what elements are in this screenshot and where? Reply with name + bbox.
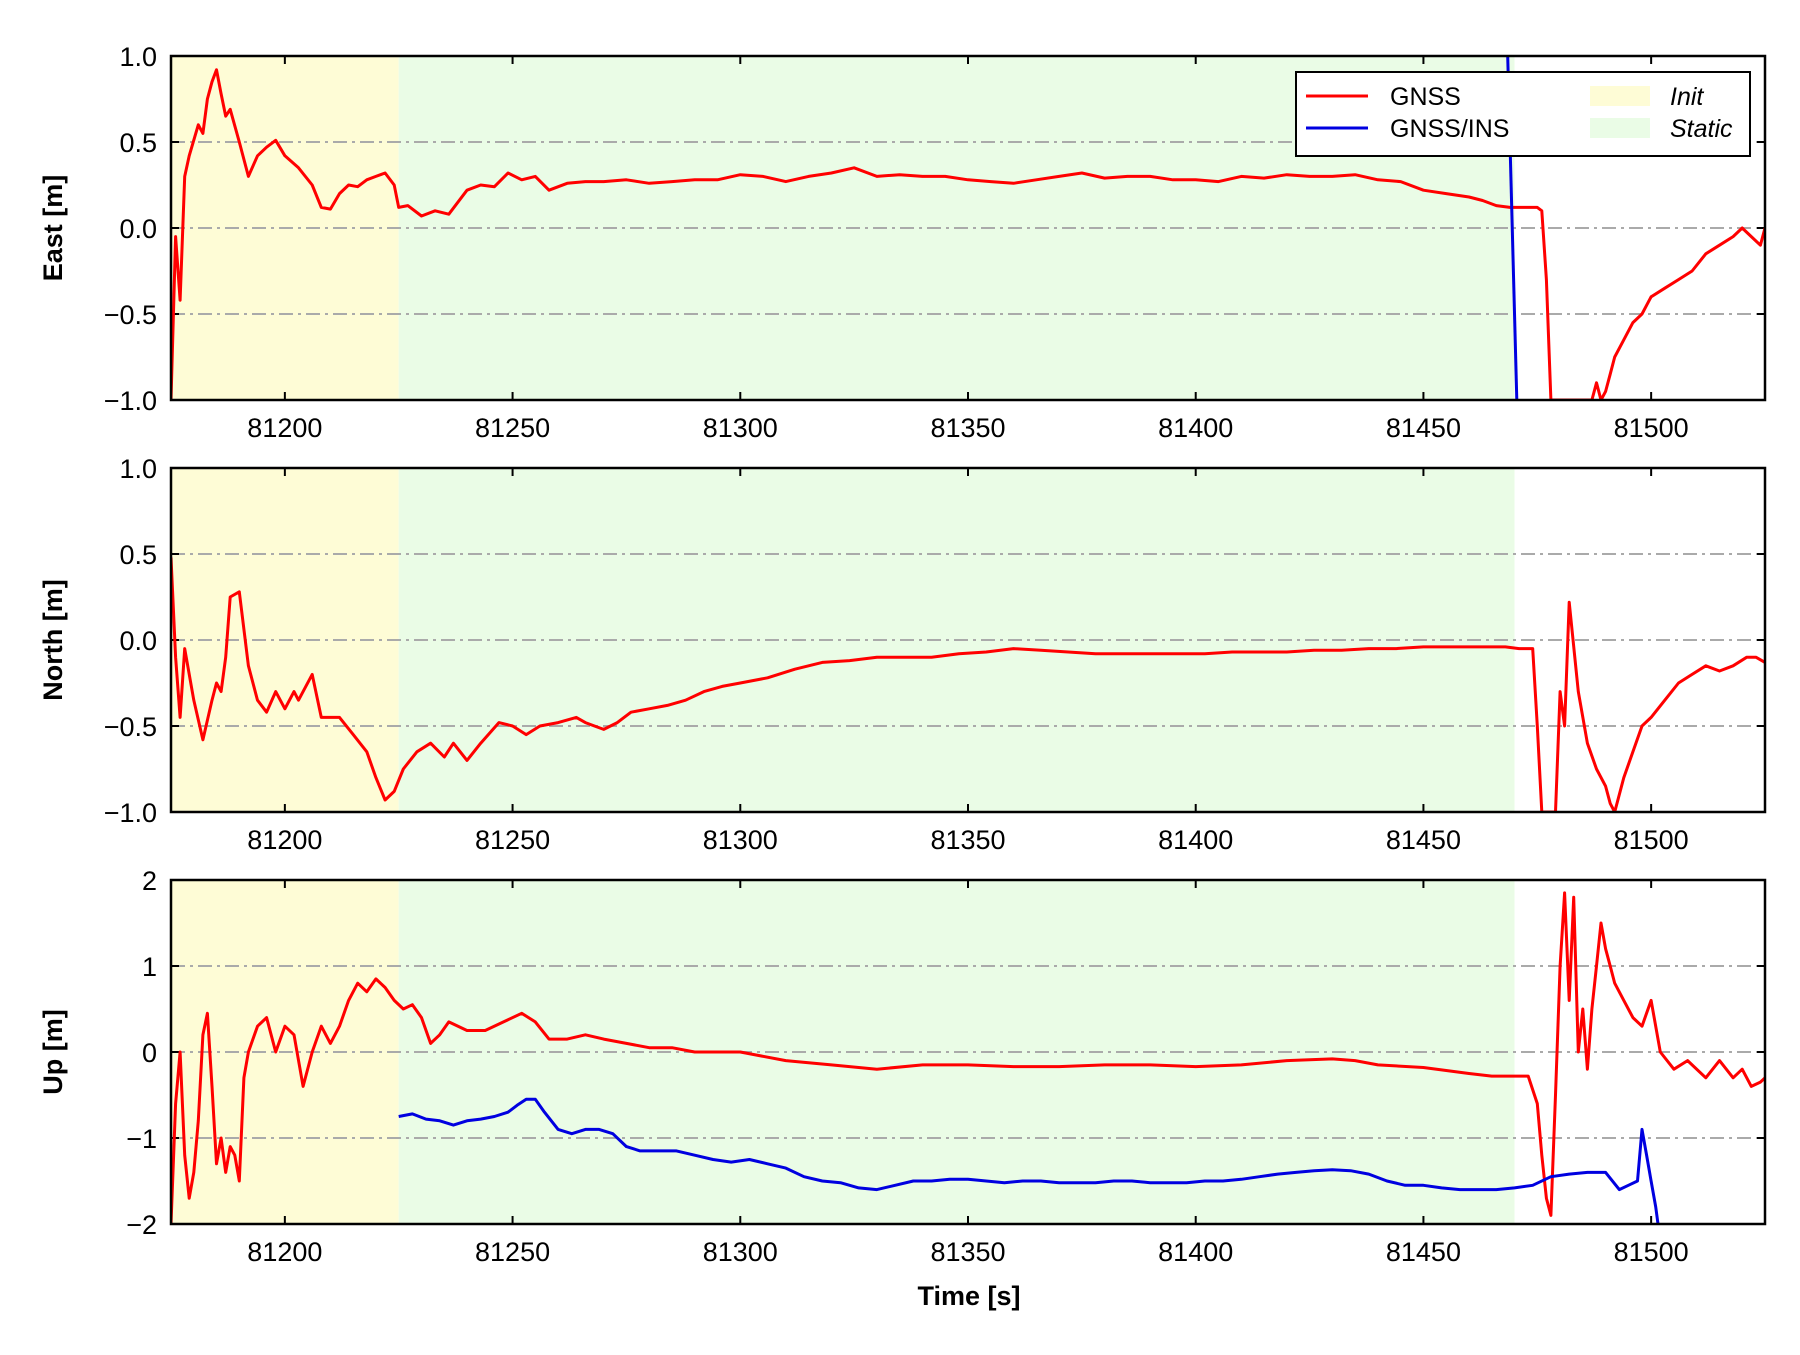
x-tick-label-north: 81450 — [1386, 825, 1461, 855]
legend-gnss-ins-label: GNSS/INS — [1390, 115, 1509, 143]
series-gnss-north — [171, 557, 1765, 812]
legend-box — [1295, 71, 1751, 157]
panel-north: 1.0 0.5 0.0 −0.5 −1.0 81200 81250 81300 81350 814… — [38, 454, 1767, 855]
y-axis-label-north: North [m] — [38, 579, 68, 700]
y-tick-label-north: 0.5 — [119, 540, 157, 570]
axes-frame-north — [169, 466, 1767, 814]
legend-static-swatch — [1590, 118, 1650, 138]
y-tick-label-east: −1.0 — [104, 386, 157, 416]
y-axis-label-up: Up [m] — [38, 1009, 68, 1094]
x-tick-label-up: 81250 — [475, 1237, 550, 1267]
y-tick-label-up: 0 — [142, 1038, 157, 1068]
y-tick-label-north: 1.0 — [119, 454, 157, 484]
y-tick-label-east: 1.0 — [119, 42, 157, 72]
x-tick-label-east: 81250 — [475, 413, 550, 443]
x-tick-label-east: 81450 — [1386, 413, 1461, 443]
x-tick-label-north: 81400 — [1158, 825, 1233, 855]
axes-frame-up — [169, 878, 1767, 1226]
series-gnss-ins-up — [398, 1097, 1660, 1224]
y-tick-label-up: −2 — [126, 1210, 157, 1240]
legend-init-label: Init — [1670, 83, 1704, 111]
x-tick-label-east: 81200 — [247, 413, 322, 443]
x-tick-label-up: 81300 — [703, 1237, 778, 1267]
x-tick-label-east: 81350 — [930, 413, 1005, 443]
x-tick-label-north: 81200 — [247, 825, 322, 855]
x-tick-label-east: 81500 — [1614, 413, 1689, 443]
x-tick-label-up: 81450 — [1386, 1237, 1461, 1267]
y-tick-label-up: −1 — [126, 1124, 157, 1154]
y-tick-label-east: −0.5 — [104, 300, 157, 330]
x-tick-label-north: 81500 — [1614, 825, 1689, 855]
y-tick-label-east: 0.0 — [119, 214, 157, 244]
x-tick-label-east: 81400 — [1158, 413, 1233, 443]
panel-up: 2 1 0 −1 −2 81200 81250 81300 81350 81400 81450 815… — [38, 866, 1767, 1267]
series-gnss-east — [171, 68, 1765, 400]
y-tick-label-up: 2 — [142, 866, 157, 896]
y-tick-label-north: −0.5 — [104, 712, 157, 742]
legend-gnss-label: GNSS — [1390, 83, 1461, 111]
y-tick-label-north: −1.0 — [104, 798, 157, 828]
x-tick-label-north: 81250 — [475, 825, 550, 855]
x-tick-label-up: 81200 — [247, 1237, 322, 1267]
x-tick-label-up: 81350 — [930, 1237, 1005, 1267]
x-axis-label: Time [s] — [917, 1281, 1020, 1311]
y-tick-label-north: 0.0 — [119, 626, 157, 656]
axes-frame-east — [169, 54, 1767, 402]
y-tick-label-east: 0.5 — [119, 128, 157, 158]
y-tick-label-up: 1 — [142, 952, 157, 982]
y-axis-label-east: East [m] — [38, 175, 68, 282]
legend-static-label: Static — [1670, 115, 1733, 143]
x-tick-label-east: 81300 — [703, 413, 778, 443]
x-tick-label-up: 81400 — [1158, 1237, 1233, 1267]
legend: GNSS GNSS/INS Init Static — [1295, 71, 1751, 157]
x-tick-label-north: 81350 — [930, 825, 1005, 855]
series-gnss-up — [171, 891, 1765, 1224]
legend-init-swatch — [1590, 86, 1650, 106]
x-tick-label-up: 81500 — [1614, 1237, 1689, 1267]
x-tick-label-north: 81300 — [703, 825, 778, 855]
